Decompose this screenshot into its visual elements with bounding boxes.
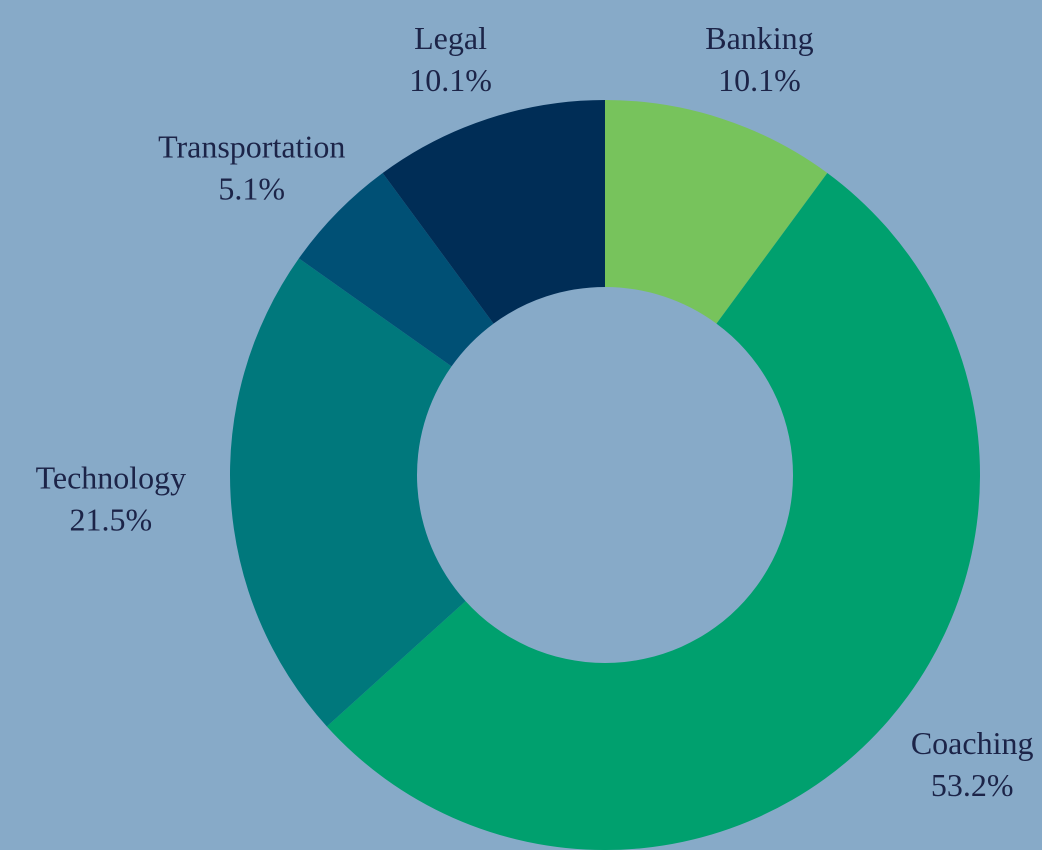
donut-slice	[230, 258, 466, 727]
slice-value-label: 53.2%	[931, 767, 1014, 803]
slice-label: Technology	[36, 459, 187, 495]
slice-value-label: 21.5%	[70, 501, 153, 537]
slice-value-label: 5.1%	[218, 171, 285, 207]
donut-slice	[298, 173, 494, 367]
slice-label: Transportation	[158, 129, 345, 165]
donut-slice	[326, 173, 980, 850]
donut-slice	[382, 100, 605, 324]
slice-value-label: 10.1%	[718, 62, 801, 98]
donut-slice	[605, 100, 828, 324]
slice-label: Banking	[705, 20, 813, 56]
slice-label: Legal	[414, 20, 487, 56]
slice-value-label: 10.1%	[409, 62, 492, 98]
slice-label: Coaching	[911, 725, 1034, 761]
